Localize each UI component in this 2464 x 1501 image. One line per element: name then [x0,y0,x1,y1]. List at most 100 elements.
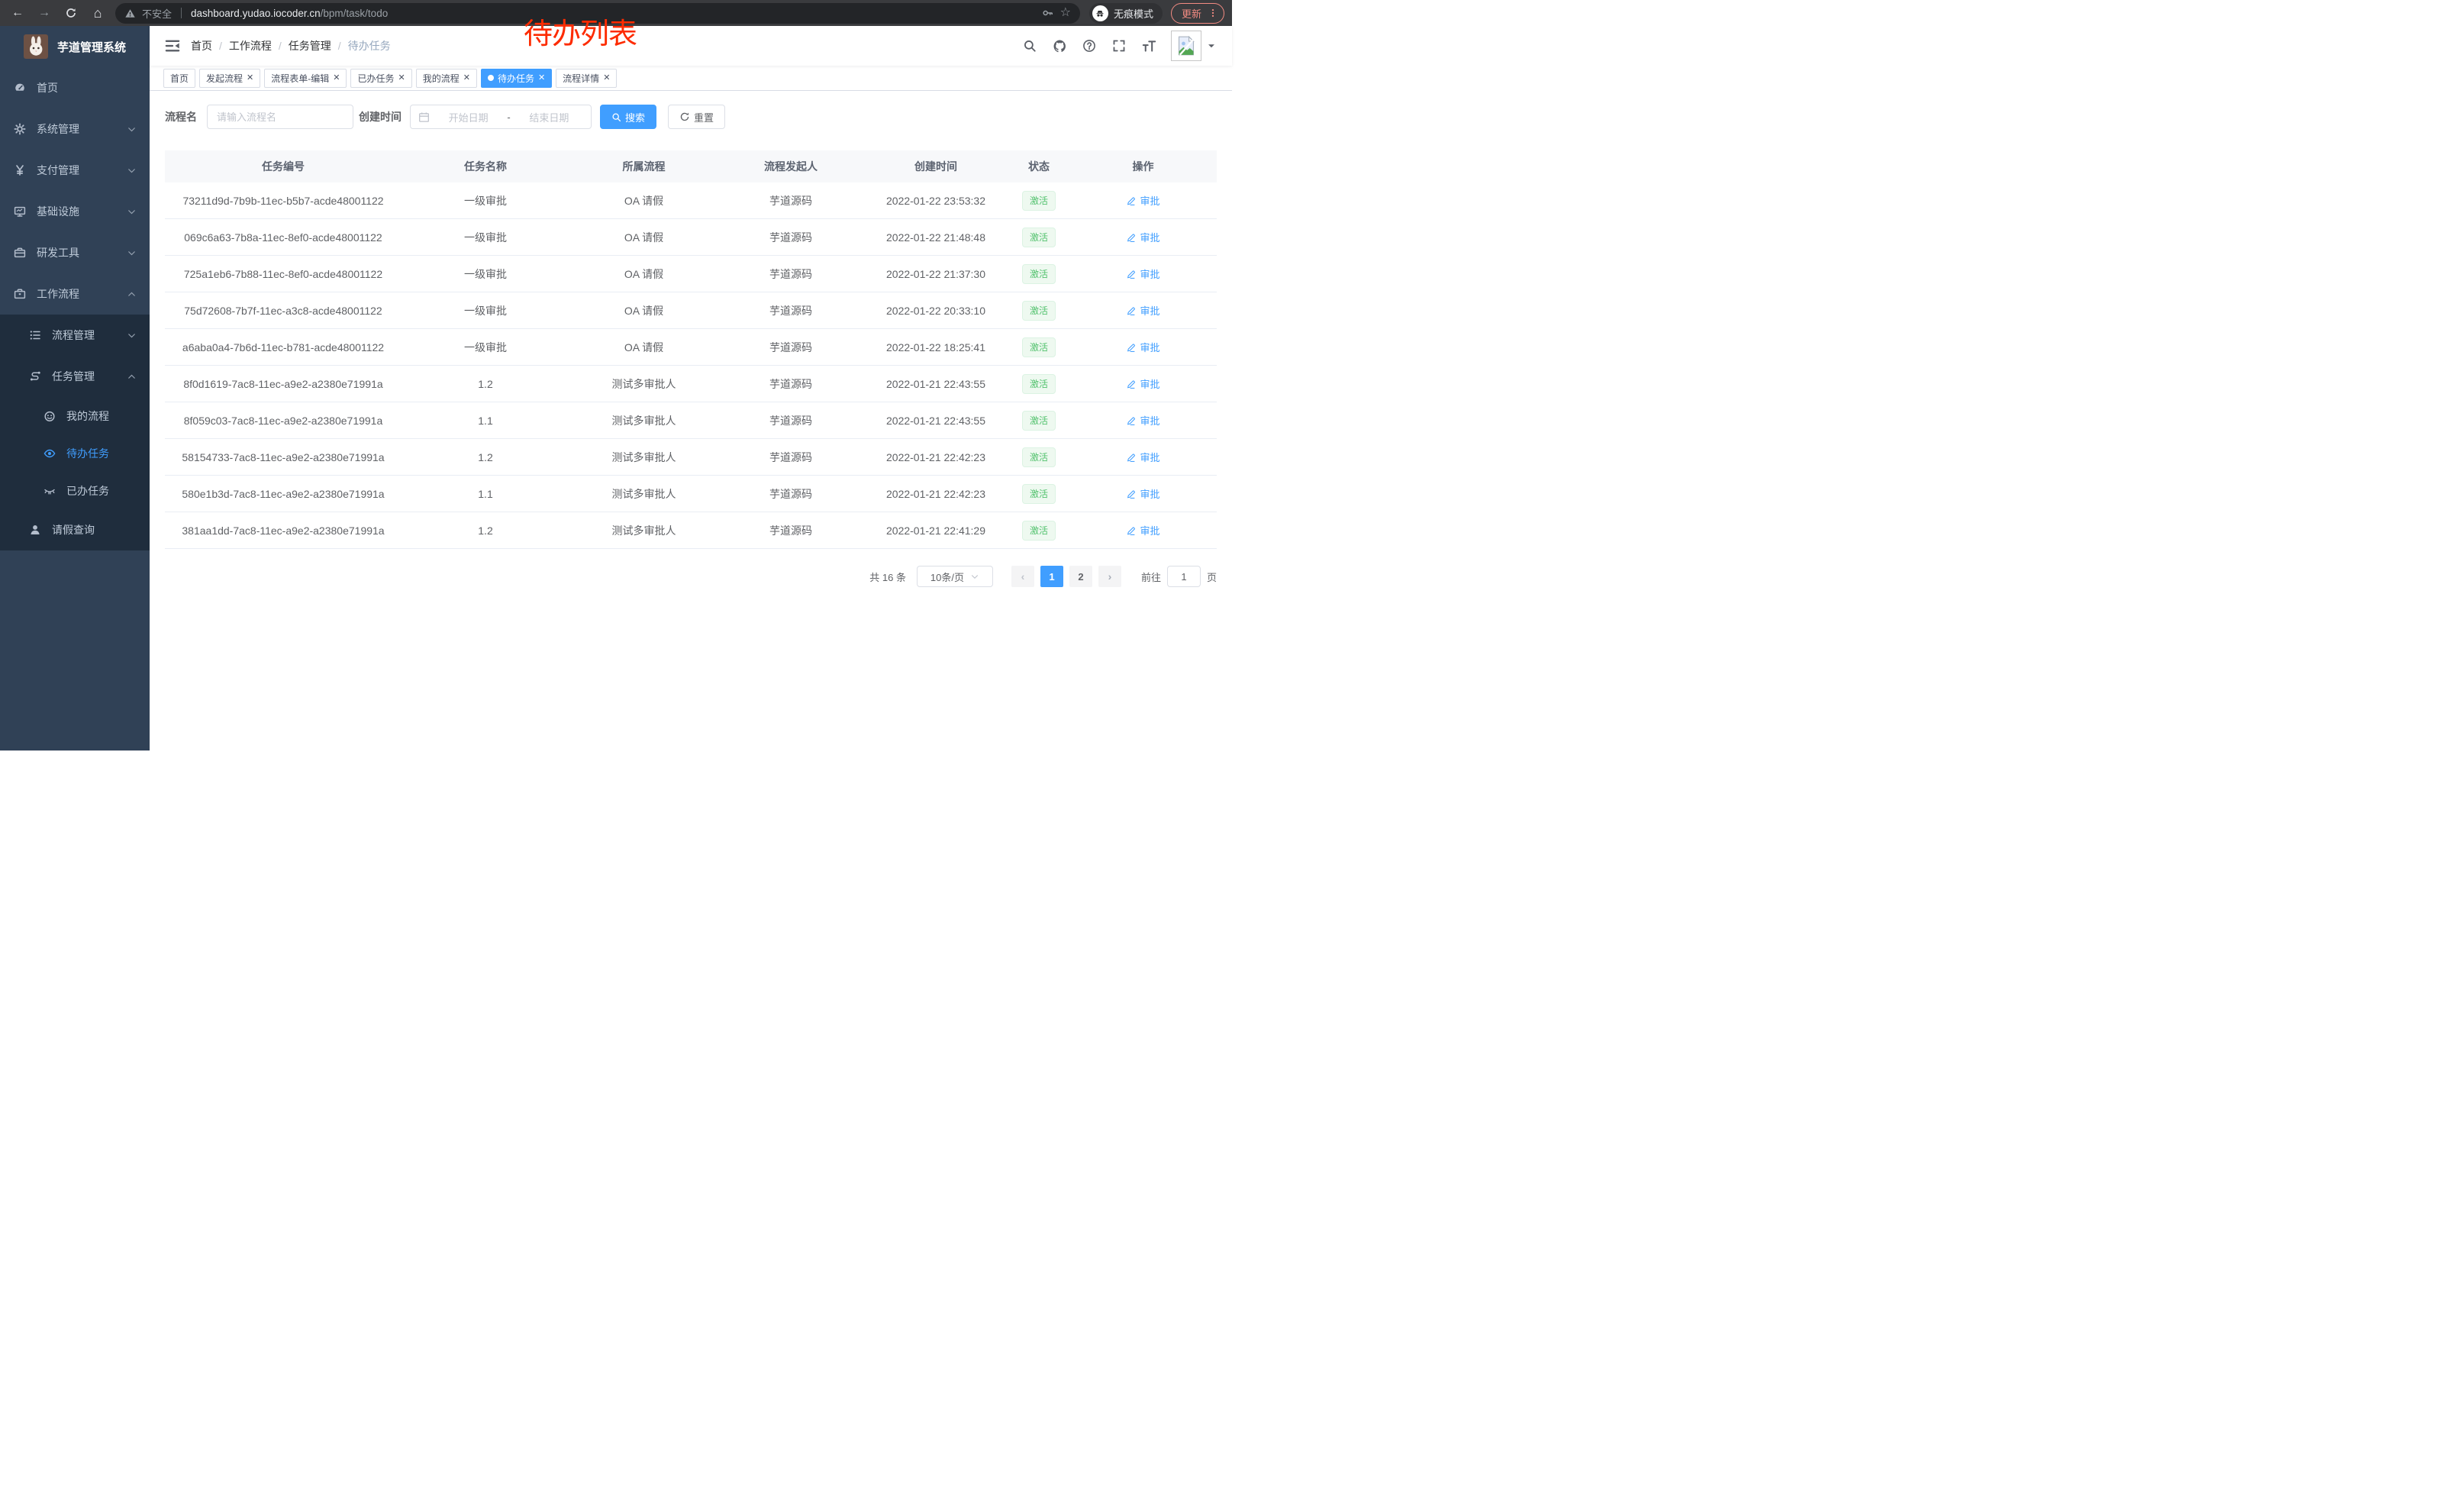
task-id-cell: 725a1eb6-7b88-11ec-8ef0-acde48001122 [183,267,383,280]
chrome-menu-dots-icon[interactable] [1208,8,1218,18]
next-page-button[interactable]: › [1098,566,1121,587]
search-button-icon [611,112,621,122]
sidebar-item-payment[interactable]: 支付管理 [0,150,150,191]
sidebar-item-leave-query[interactable]: 请假查询 [0,509,150,550]
browser-reload-icon[interactable] [61,3,81,23]
end-date-placeholder[interactable]: 结束日期 [529,111,569,124]
start-date-placeholder[interactable]: 开始日期 [448,111,489,124]
sidebar-item-home[interactable]: 首页 [0,67,150,108]
chevron-down-icon [127,331,137,341]
sidebar-item-task-mgmt[interactable]: 任务管理 [0,356,150,397]
approve-link[interactable]: 审批 [1126,193,1160,208]
key-icon[interactable] [1042,7,1054,19]
approve-link[interactable]: 审批 [1126,413,1160,428]
user-avatar[interactable] [1171,31,1217,61]
page-content: 流程名 创建时间 开始日期 - 结束日期 搜索 重置 [150,91,1232,750]
close-tab-icon[interactable]: ✕ [537,73,546,82]
create-time-label: 创建时间 [359,111,402,123]
approve-link[interactable]: 审批 [1126,230,1160,244]
sidebar-item-todo-task[interactable]: 待办任务 [0,434,150,472]
sidebar-item-process-mgmt[interactable]: 流程管理 [0,315,150,356]
address-bar[interactable]: 不安全 dashboard.yudao.iocoder.cn/bpm/task/… [115,2,1080,24]
sidebar-item-label: 首页 [37,82,58,94]
search-icon[interactable] [1022,38,1037,53]
task-id-cell: a6aba0a4-7b6d-11ec-b781-acde48001122 [182,341,385,353]
task-name-cell: 1.2 [478,450,493,463]
help-icon[interactable] [1082,38,1097,53]
approve-link[interactable]: 审批 [1126,486,1160,501]
process-name-input[interactable] [207,105,353,129]
status-badge: 激活 [1021,520,1056,541]
approve-link[interactable]: 审批 [1126,266,1160,281]
column-header: 状态 [1028,160,1050,173]
github-icon[interactable] [1052,38,1067,53]
breadcrumb-item[interactable]: 任务管理 [288,40,331,52]
date-range-picker[interactable]: 开始日期 - 结束日期 [410,105,592,129]
approve-link[interactable]: 审批 [1126,450,1160,464]
sidebar-item-label: 我的流程 [66,409,109,422]
approve-link[interactable]: 审批 [1126,303,1160,318]
flow-icon [29,370,41,383]
briefcase-icon [14,288,26,300]
column-header: 任务名称 [464,160,507,173]
page-size-select[interactable]: 10条/页 [916,566,993,587]
sidebar-item-infra[interactable]: 基础设施 [0,191,150,232]
tab-首页[interactable]: 首页 [163,68,196,88]
app-logo[interactable]: 芋道管理系统 [0,26,150,67]
browser-forward-icon[interactable]: → [38,6,50,19]
reset-button[interactable]: 重置 [668,105,726,129]
calendar-icon [418,111,430,123]
breadcrumb-item[interactable]: 工作流程 [228,40,272,52]
monitor-icon [14,205,26,218]
process-cell: 测试多审批人 [611,377,676,390]
browser-home-icon[interactable]: ⌂ [93,5,102,21]
tab-label: 我的流程 [422,73,460,84]
url-text: dashboard.yudao.iocoder.cn/bpm/task/todo [191,7,389,19]
close-tab-icon[interactable]: ✕ [333,73,340,82]
tab-流程详情[interactable]: 流程详情 ✕ [556,68,618,88]
close-tab-icon[interactable]: ✕ [463,73,470,82]
initiator-cell: 芋道源码 [769,267,812,280]
fullscreen-icon[interactable] [1111,38,1127,53]
bookmark-star-icon[interactable]: ☆ [1059,6,1071,19]
sidebar-item-devtools[interactable]: 研发工具 [0,232,150,273]
page-button-1[interactable]: 1 [1040,566,1063,587]
goto-page-input[interactable] [1166,566,1201,587]
close-tab-icon[interactable]: ✕ [603,73,611,82]
close-tab-icon[interactable]: ✕ [247,73,254,82]
close-tab-icon[interactable]: ✕ [398,73,405,82]
browser-back-icon[interactable]: ← [11,6,24,19]
tab-我的流程[interactable]: 我的流程 ✕ [415,68,477,88]
avatar-caret-icon[interactable] [1206,40,1217,51]
approve-link[interactable]: 审批 [1126,376,1160,391]
sidebar-item-my-process[interactable]: 我的流程 [0,397,150,434]
process-name-field[interactable] [217,111,343,123]
eye-closed-icon [44,485,56,497]
column-header: 所属流程 [622,160,666,173]
sidebar-item-done-task[interactable]: 已办任务 [0,472,150,509]
pen-icon [1126,525,1137,536]
sidebar-collapse-icon[interactable] [165,38,180,53]
created-time-cell: 2022-01-22 20:33:10 [886,304,985,317]
tab-发起流程[interactable]: 发起流程 ✕ [199,68,261,88]
sidebar-item-label: 待办任务 [66,447,109,460]
task-table: 任务编号 任务名称 所属流程 流程发起人 创建时间 状态 操作 73211d9d-7b9b-… [165,150,1217,549]
tab-待办任务[interactable]: 待办任务 ✕ [480,68,553,88]
approve-link[interactable]: 审批 [1126,340,1160,354]
table-row: 381aa1dd-7ac8-11ec-a9e2-a2380e71991a 1.2 测… [165,512,1217,549]
logo-rabbit-image [24,34,48,59]
search-button[interactable]: 搜索 [600,105,657,129]
tab-已办任务[interactable]: 已办任务 ✕ [350,68,412,88]
chrome-update-button[interactable]: 更新 [1170,2,1224,24]
prev-page-button[interactable]: ‹ [1011,566,1034,587]
face-icon [44,410,56,422]
breadcrumb-item[interactable]: 首页 [191,40,212,52]
font-size-icon[interactable] [1141,38,1156,53]
page-button-2[interactable]: 2 [1069,566,1092,587]
column-header: 任务编号 [262,160,305,173]
created-time-cell: 2022-01-22 21:48:48 [886,231,985,244]
sidebar-item-system[interactable]: 系统管理 [0,108,150,150]
tab-流程表单-编辑[interactable]: 流程表单-编辑 ✕ [264,68,347,88]
sidebar-item-workflow[interactable]: 工作流程 [0,273,150,315]
approve-link[interactable]: 审批 [1126,523,1160,537]
